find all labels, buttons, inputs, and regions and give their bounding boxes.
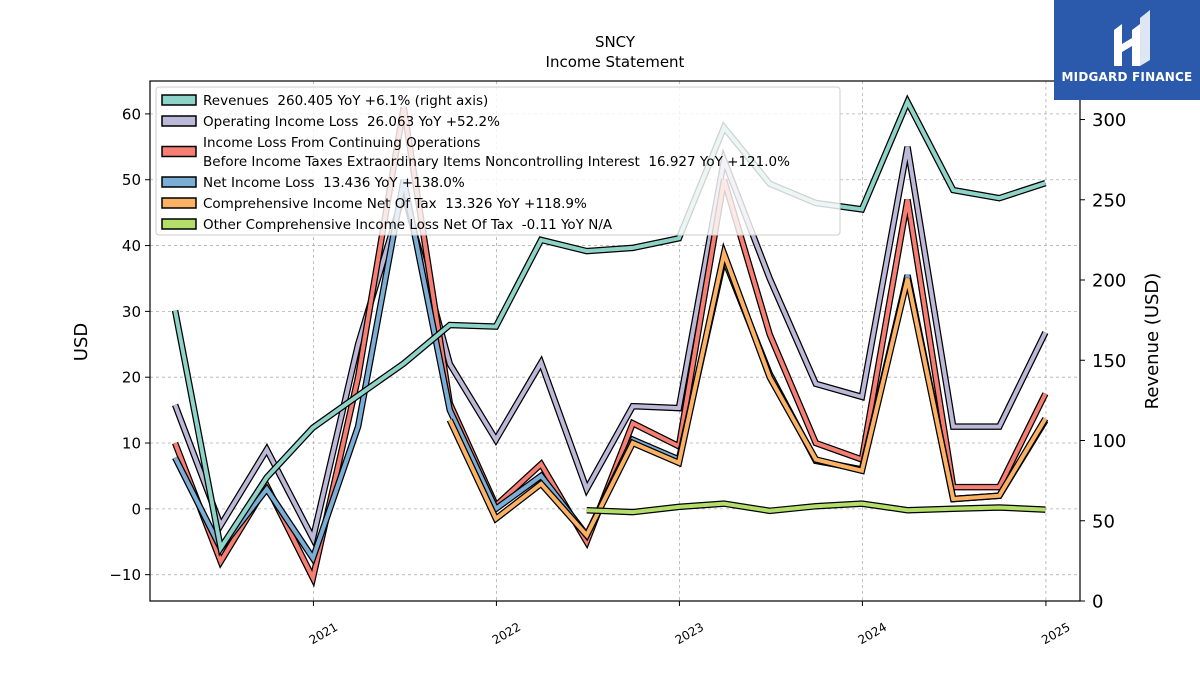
legend: Revenues 260.405 YoY +6.1% (right axis) O… <box>155 86 841 236</box>
legend-swatch <box>161 94 197 106</box>
y2-tick-label: 200 <box>1092 271 1126 292</box>
y2-tick-label: 300 <box>1092 110 1126 131</box>
axes-frame <box>149 80 1081 602</box>
legend-swatch <box>161 176 197 188</box>
y2-tick-label: 150 <box>1092 351 1126 372</box>
legend-item: Other Comprehensive Income Loss Net Of T… <box>161 217 613 233</box>
legend-item: Net Income Loss 13.436 YoY +138.0% <box>161 175 465 191</box>
y2-tick-label: 100 <box>1092 431 1126 452</box>
legend-swatch <box>161 197 197 209</box>
chart-subtitle: Income Statement <box>546 53 685 71</box>
midgard-finance-logo: MIDGARD FINANCE <box>1054 0 1200 100</box>
legend-item: Income Loss From Continuing Operations Be… <box>161 135 790 170</box>
series-other-comprehensive-income-loss-net-of-t <box>586 500 1046 516</box>
legend-label: Operating Income Loss 26.063 YoY +52.2% <box>203 114 500 130</box>
series-operating-income-loss <box>172 146 1049 548</box>
legend-item: Revenues 260.405 YoY +6.1% (right axis) <box>161 93 488 109</box>
midgard-logo-icon <box>1114 10 1150 66</box>
series-line <box>173 97 1047 554</box>
x-tick-label: 2024 <box>856 620 889 647</box>
legend-label: Net Income Loss 13.436 YoY +138.0% <box>203 175 465 191</box>
legend-item: Comprehensive Income Net Of Tax 13.326 Y… <box>161 196 587 212</box>
legend-swatch <box>161 145 197 158</box>
y2-tick-label: 0 <box>1092 592 1103 613</box>
legend-label: Comprehensive Income Net Of Tax 13.326 Y… <box>203 196 587 212</box>
legend-swatch <box>161 115 197 127</box>
y-tick-label: 30 <box>122 303 141 321</box>
y-axis-label: USD <box>71 323 92 361</box>
series-comprehensive-income-net-of-tax <box>446 241 1049 541</box>
legend-label: Before Income Taxes Extraordinary Items … <box>203 154 790 170</box>
logo-text: MIDGARD FINANCE <box>1061 70 1193 84</box>
legend-box <box>155 86 841 236</box>
plot-area <box>171 94 1049 588</box>
y-tick-label: 0 <box>131 500 141 518</box>
y-tick-label: 60 <box>122 105 141 123</box>
series-line <box>173 146 1048 545</box>
series-line <box>586 501 1046 515</box>
y-tick-label: 40 <box>122 237 141 255</box>
y-tick-label: 20 <box>122 369 141 387</box>
legend-label: Other Comprehensive Income Loss Net Of T… <box>203 217 613 233</box>
series-line <box>447 246 1048 539</box>
series-revenues <box>171 94 1047 557</box>
x-tick-label: 2023 <box>673 620 706 647</box>
y2-axis-label: Revenue (USD) <box>1142 273 1163 410</box>
legend-label: Income Loss From Continuing Operations <box>203 135 480 151</box>
y-tick-label: 50 <box>122 171 141 189</box>
y-tick-label: 10 <box>122 435 141 453</box>
series-outline <box>446 241 1049 541</box>
x-tick-label: 2021 <box>307 620 340 647</box>
y2-tick-label: 250 <box>1092 190 1126 211</box>
y-tick-label: −10 <box>109 566 141 584</box>
x-tick-label: 2025 <box>1039 620 1072 647</box>
x-tick-label: 2022 <box>490 620 523 647</box>
legend-item: Operating Income Loss 26.063 YoY +52.2% <box>161 114 500 130</box>
legend-swatch <box>161 218 197 230</box>
chart-title: SNCY <box>595 33 636 51</box>
legend-label: Revenues 260.405 YoY +6.1% (right axis) <box>203 93 488 109</box>
y2-tick-label: 50 <box>1092 511 1115 532</box>
